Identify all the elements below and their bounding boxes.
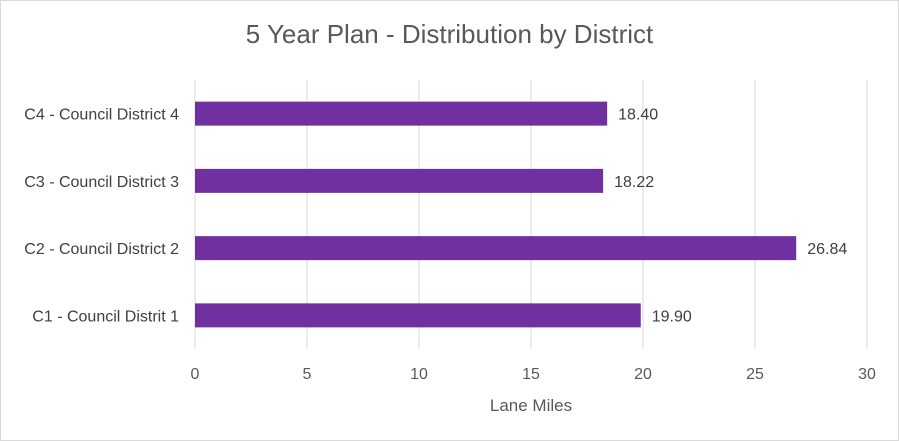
data-label: 19.90	[652, 308, 692, 325]
x-tick-label: 10	[410, 366, 428, 383]
data-label: 18.22	[614, 174, 654, 191]
x-tick-labels: 0 5 10 15 20 25 30	[191, 366, 876, 383]
x-tick-label: 20	[634, 366, 652, 383]
bar	[195, 236, 797, 261]
category-label: C2 - Council District 2	[24, 241, 179, 258]
category-labels: C4 - Council District 4 C3 - Council Dist…	[24, 107, 179, 326]
category-label: C4 - Council District 4	[24, 107, 179, 124]
bars	[195, 101, 797, 328]
x-tick-label: 30	[858, 366, 876, 383]
bar	[195, 168, 604, 193]
category-label: C3 - Council District 3	[24, 174, 179, 191]
data-labels: 18.40 18.22 26.84 19.90	[614, 107, 847, 326]
bar	[195, 303, 641, 328]
chart-title: 5 Year Plan - Distribution by District	[245, 19, 654, 49]
x-tick-label: 5	[303, 366, 312, 383]
data-label: 18.40	[618, 107, 658, 124]
x-tick-label: 15	[522, 366, 540, 383]
category-label: C1 - Council Distrit 1	[32, 308, 179, 325]
x-axis-title: Lane Miles	[490, 396, 572, 415]
data-label: 26.84	[807, 241, 847, 258]
x-tick-label: 25	[746, 366, 764, 383]
x-tick-label: 0	[191, 366, 200, 383]
bar	[195, 101, 608, 126]
